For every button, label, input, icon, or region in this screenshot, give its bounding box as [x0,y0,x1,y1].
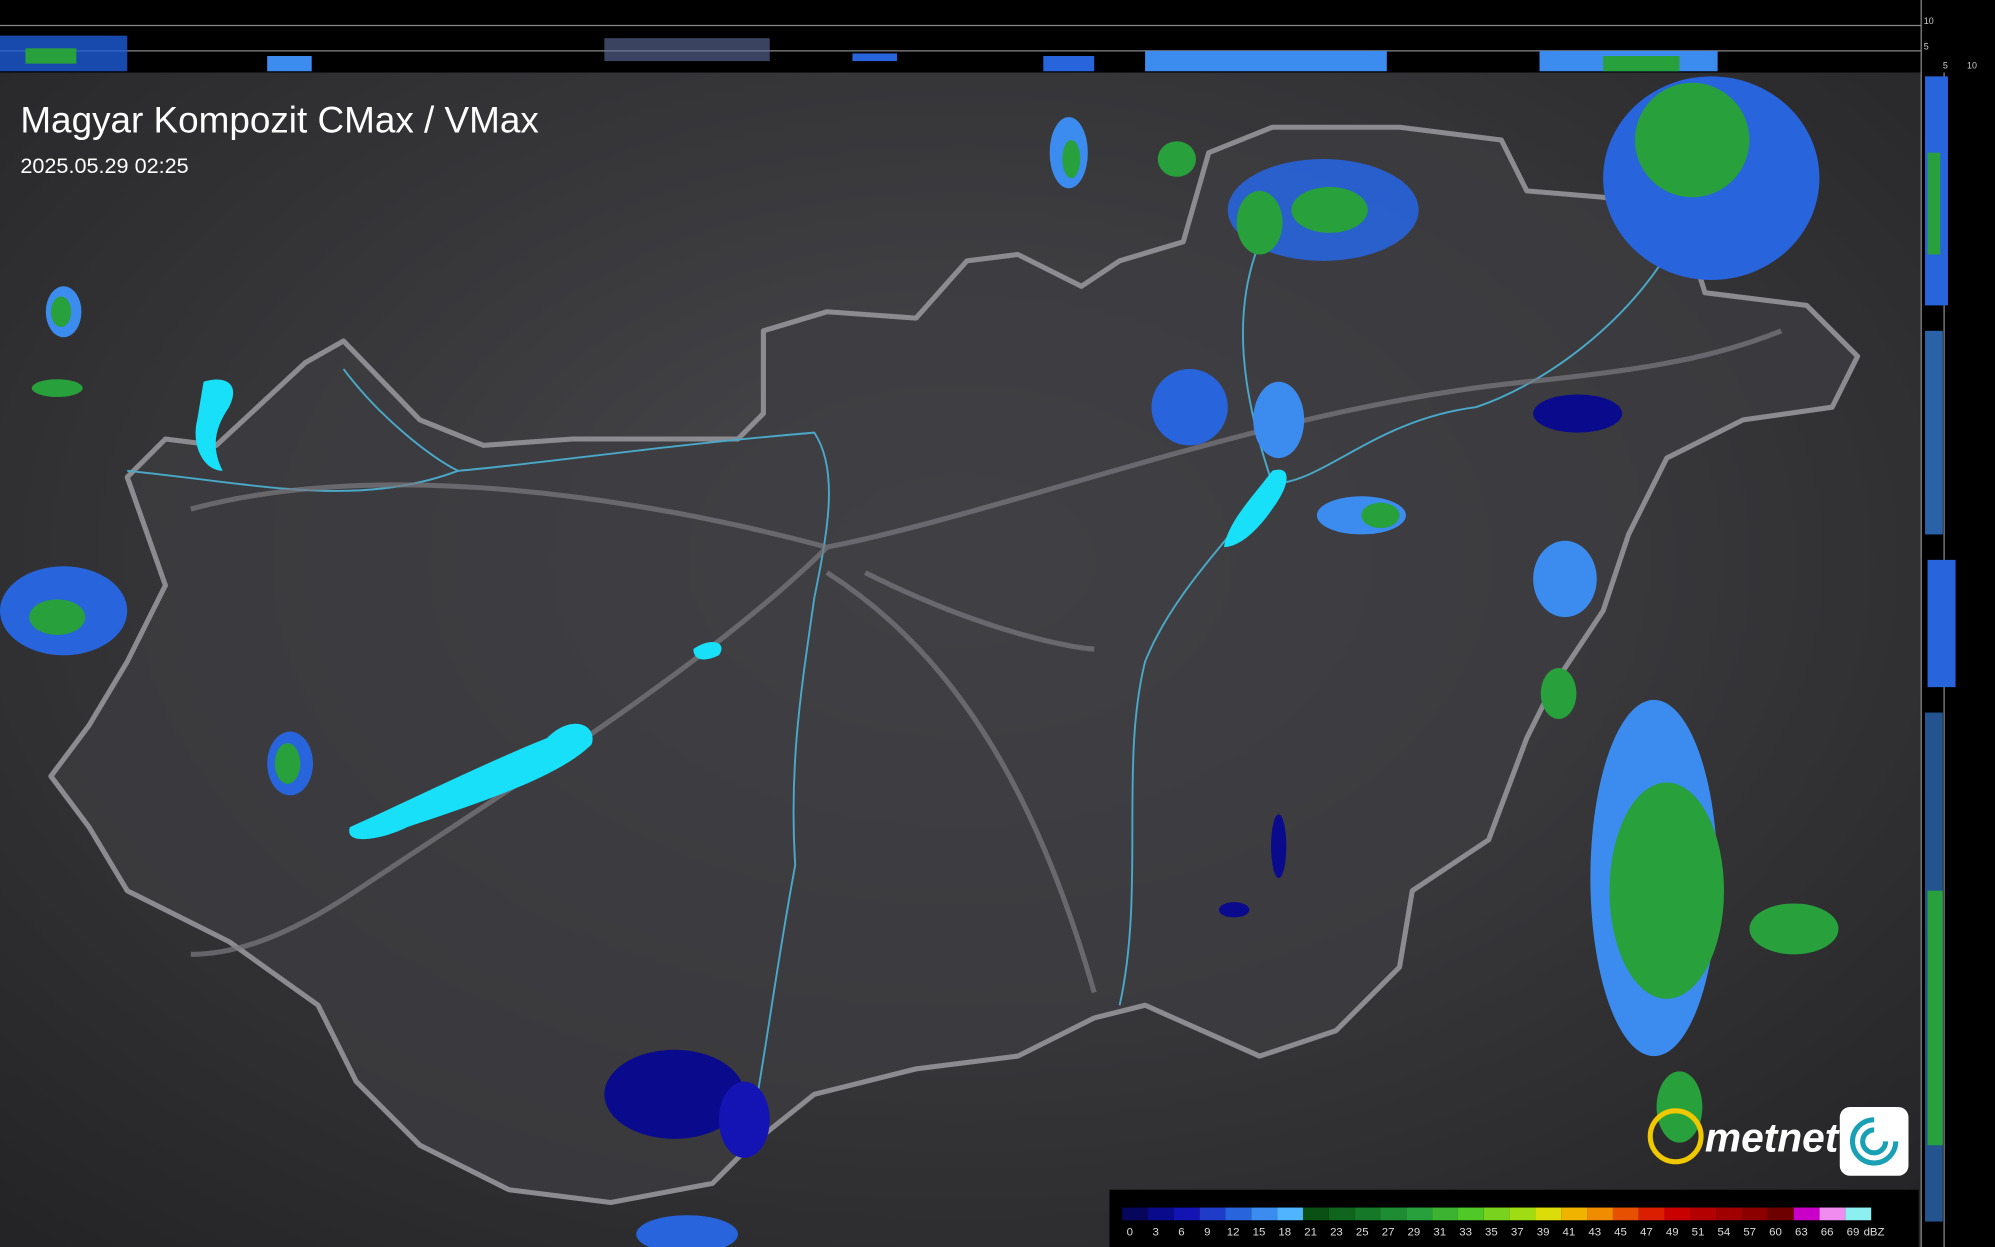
legend-swatch [1767,1207,1794,1221]
legend-label: 31 [1433,1227,1446,1239]
legend-swatch [1742,1207,1768,1221]
profile-label: 5 [1943,61,1948,71]
map-title: Magyar Kompozit CMax / VMax [20,99,539,140]
legend-swatch [1587,1207,1613,1221]
legend-swatch [1380,1207,1407,1221]
profile-label: 5 [1924,42,1929,52]
legend-label: 35 [1485,1227,1498,1239]
legend-label: 12 [1227,1227,1240,1239]
legend-label: 54 [1718,1227,1731,1239]
profile-label: 10 [1967,61,1977,71]
logo-text: metnet [1705,1115,1840,1161]
legend-label: 15 [1253,1227,1266,1239]
legend-label: 57 [1743,1227,1756,1239]
legend-label: 43 [1588,1227,1601,1239]
legend-label: 0 [1127,1227,1133,1239]
legend-swatch [1354,1207,1381,1221]
legend-swatch [1432,1207,1458,1221]
legend-label: 25 [1356,1227,1369,1239]
legend-label: 21 [1304,1227,1317,1239]
legend-swatch [1638,1207,1665,1221]
lakes [195,379,1287,840]
legend-swatch [1845,1207,1872,1221]
legend-swatch [1199,1207,1226,1221]
legend-label: 45 [1614,1227,1627,1239]
legend-unit: dBZ [1864,1227,1885,1239]
legend-label: 9 [1204,1227,1210,1239]
logo: metnet [1647,1107,1909,1176]
legend-swatch [1690,1207,1717,1221]
radar-echoes [0,76,1839,1247]
legend-swatch [1173,1207,1200,1221]
legend-label: 49 [1666,1227,1679,1239]
legend-label: 51 [1692,1227,1705,1239]
legend-label: 66 [1821,1227,1834,1239]
legend-items: 0 3 6 9 12 15 18 21 23 25 27 29 31 33 35 37 39 41 43 45 47 49… [1122,1207,1885,1239]
legend-swatch [1664,1207,1691,1221]
legend-label: 6 [1178,1227,1184,1239]
legend-swatch [1483,1207,1510,1221]
side-echoes [1925,76,1956,1222]
legend-label: 39 [1537,1227,1550,1239]
profile-echoes [0,35,1718,72]
legend-label: 29 [1408,1227,1421,1239]
legend-swatch [1225,1207,1252,1221]
legend-swatch [1148,1207,1174,1221]
legend-label: 3 [1152,1227,1158,1239]
legend-swatch [1561,1207,1588,1221]
legend-swatch [1277,1207,1303,1221]
legend-swatch [1535,1207,1562,1221]
legend-swatch [1793,1207,1820,1221]
legend-label: 47 [1640,1227,1653,1239]
roads [190,328,1783,994]
legend-swatch [1302,1207,1329,1221]
legend-label: 41 [1563,1227,1576,1239]
legend-swatch [1457,1207,1484,1221]
legend-swatch [1612,1207,1639,1221]
legend-label: 27 [1382,1227,1395,1239]
profile-label: 10 [1924,16,1934,26]
legend-swatch [1716,1207,1743,1221]
legend-label: 63 [1795,1227,1808,1239]
legend-label: 33 [1459,1227,1472,1239]
legend-swatch [1406,1207,1433,1221]
legend-label: 18 [1278,1227,1291,1239]
legend-swatch [1251,1207,1278,1221]
legend-label: 60 [1769,1227,1782,1239]
legend-swatch [1509,1207,1536,1221]
legend-label: 37 [1511,1227,1524,1239]
legend-label: 69 [1847,1227,1860,1239]
legend-swatch [1819,1207,1846,1221]
legend-label: 23 [1330,1227,1343,1239]
legend-swatch [1328,1207,1355,1221]
legend-swatch [1122,1207,1149,1221]
timestamp: 2025.05.29 02:25 [20,153,188,178]
